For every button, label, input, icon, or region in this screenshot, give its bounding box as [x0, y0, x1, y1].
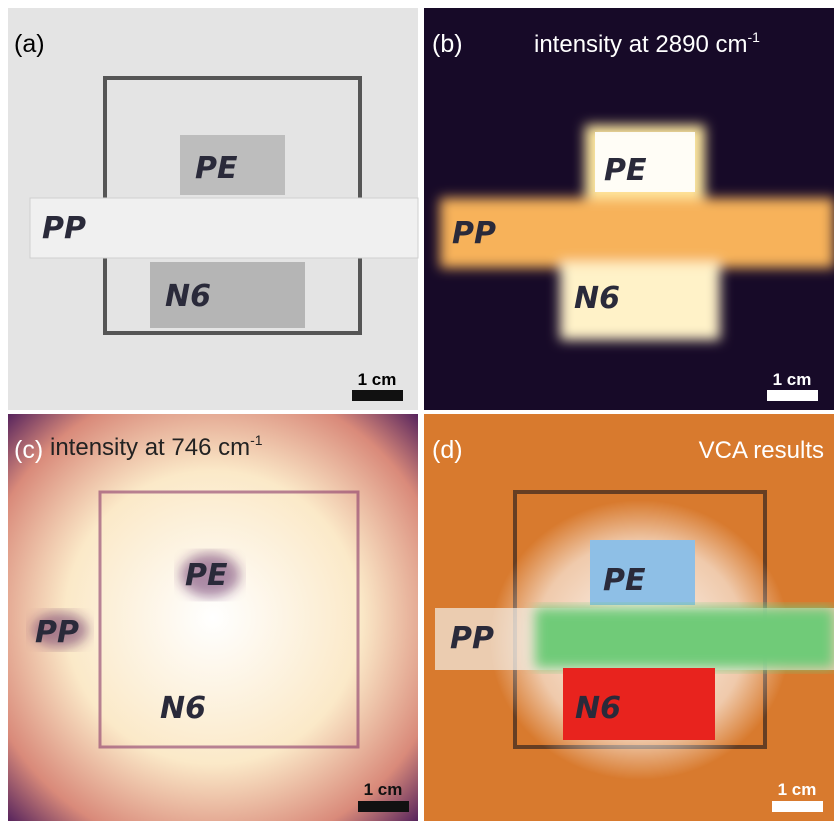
sample-label: N6: [160, 691, 206, 726]
scale-bar: [772, 801, 823, 812]
scale-bar: [767, 390, 818, 401]
panel-a: PE PP N6 (a) 1 cm: [8, 8, 418, 410]
panel-label: (c): [14, 436, 43, 464]
sample-label: PE: [604, 153, 647, 188]
panel-title: intensity at 2890 cm-1: [534, 29, 760, 58]
panel-label: (a): [14, 30, 45, 58]
scale-bar: [352, 390, 403, 401]
sample-label: N6: [574, 281, 620, 316]
sample-label: PP: [452, 216, 496, 251]
panel-label: (d): [432, 436, 463, 464]
sample-label: PP: [450, 621, 494, 656]
figure: PE PP N6 (a) 1 cm PE PP N6 (b) intensity…: [0, 0, 834, 821]
panel-title: VCA results: [699, 437, 824, 464]
scale-bar-label: 1 cm: [358, 370, 397, 389]
title-sup: -1: [250, 432, 263, 448]
sample-label: PP: [42, 211, 86, 246]
sample-label: N6: [165, 279, 211, 314]
panel-d: PE PP N6 (d) VCA results 1 cm: [424, 414, 834, 821]
scale-bar-label: 1 cm: [364, 780, 403, 799]
panel-c: PE PP N6 (c) intensity at 746 cm-1 1 cm: [8, 414, 418, 821]
scale-bar: [358, 801, 409, 812]
title-sup: -1: [747, 29, 760, 45]
scale-bar-label: 1 cm: [773, 370, 812, 389]
title-text: intensity at 2890 cm: [534, 31, 747, 58]
title-text: intensity at 746 cm: [50, 434, 250, 461]
panel-label: (b): [432, 30, 463, 58]
sample-label: PP: [35, 615, 79, 650]
panel-b: PE PP N6 (b) intensity at 2890 cm-1 1 cm: [424, 8, 834, 410]
scale-bar-label: 1 cm: [778, 780, 817, 799]
sample-label: PE: [195, 151, 238, 186]
sample-label: N6: [575, 691, 621, 726]
sample-label: PE: [603, 563, 646, 598]
sample-label: PE: [185, 558, 228, 593]
panel-title: intensity at 746 cm-1: [50, 432, 263, 461]
